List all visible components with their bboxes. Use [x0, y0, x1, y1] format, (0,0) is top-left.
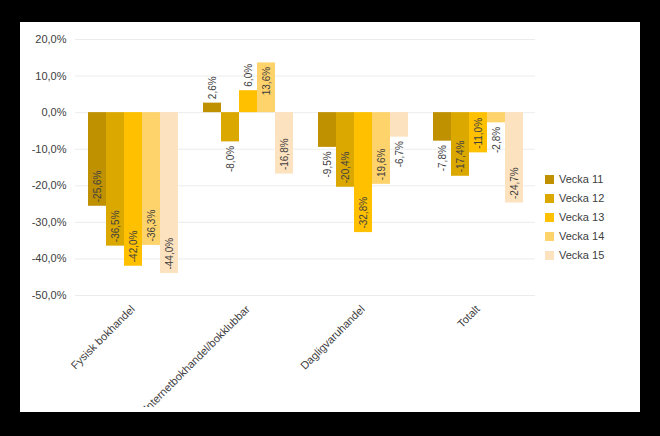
svg-text:10,0%: 10,0%: [35, 70, 66, 82]
svg-text:-30,0%: -30,0%: [32, 216, 67, 228]
svg-text:-20,0%: -20,0%: [32, 179, 67, 191]
svg-text:0,0%: 0,0%: [41, 106, 66, 118]
svg-text:-50,0%: -50,0%: [32, 289, 67, 301]
svg-text:-36,5%: -36,5%: [110, 210, 121, 242]
svg-text:-10,0%: -10,0%: [32, 143, 67, 155]
svg-text:-7,8%: -7,8%: [437, 145, 448, 171]
svg-text:-8,0%: -8,0%: [225, 146, 236, 172]
svg-text:-17,4%: -17,4%: [455, 140, 466, 172]
svg-text:6,0%: 6,0%: [243, 64, 254, 87]
svg-text:20,0%: 20,0%: [35, 33, 66, 45]
svg-text:Fysisk bokhandel: Fysisk bokhandel: [68, 303, 137, 372]
svg-text:-6,7%: -6,7%: [394, 141, 405, 167]
svg-text:Totalt: Totalt: [455, 303, 482, 330]
svg-text:Dagligvaruhandel: Dagligvaruhandel: [298, 303, 367, 372]
svg-text:-19,6%: -19,6%: [376, 149, 387, 181]
svg-text:13,6%: 13,6%: [261, 67, 272, 95]
html-text:Vecka 12: Vecka 12: [559, 192, 605, 204]
html-text:Vecka 15: Vecka 15: [559, 249, 605, 261]
html-text:Vecka 13: Vecka 13: [559, 211, 605, 223]
svg-text:Internetbokhandel/bokklubbar: Internetbokhandel/bokklubbar: [141, 303, 252, 407]
svg-text:-24,7%: -24,7%: [509, 167, 520, 199]
svg-text:-36,3%: -36,3%: [146, 210, 157, 242]
svg-text:2,6%: 2,6%: [207, 76, 218, 99]
html-text:Vecka 14: Vecka 14: [559, 230, 605, 242]
html-text:Vecka 11: Vecka 11: [559, 173, 604, 185]
svg-text:-20,4%: -20,4%: [340, 151, 351, 183]
svg-text:-9,5%: -9,5%: [322, 151, 333, 177]
svg-text:-40,0%: -40,0%: [32, 252, 67, 264]
svg-text:-32,8%: -32,8%: [358, 197, 369, 229]
svg-text:-25,6%: -25,6%: [92, 170, 103, 202]
svg-text:-2,8%: -2,8%: [491, 127, 502, 153]
svg-text:-44,0%: -44,0%: [164, 238, 175, 270]
svg-text:-16,8%: -16,8%: [279, 138, 290, 170]
svg-text:-11,0%: -11,0%: [473, 118, 484, 149]
svg-text:-42,0%: -42,0%: [128, 230, 139, 262]
